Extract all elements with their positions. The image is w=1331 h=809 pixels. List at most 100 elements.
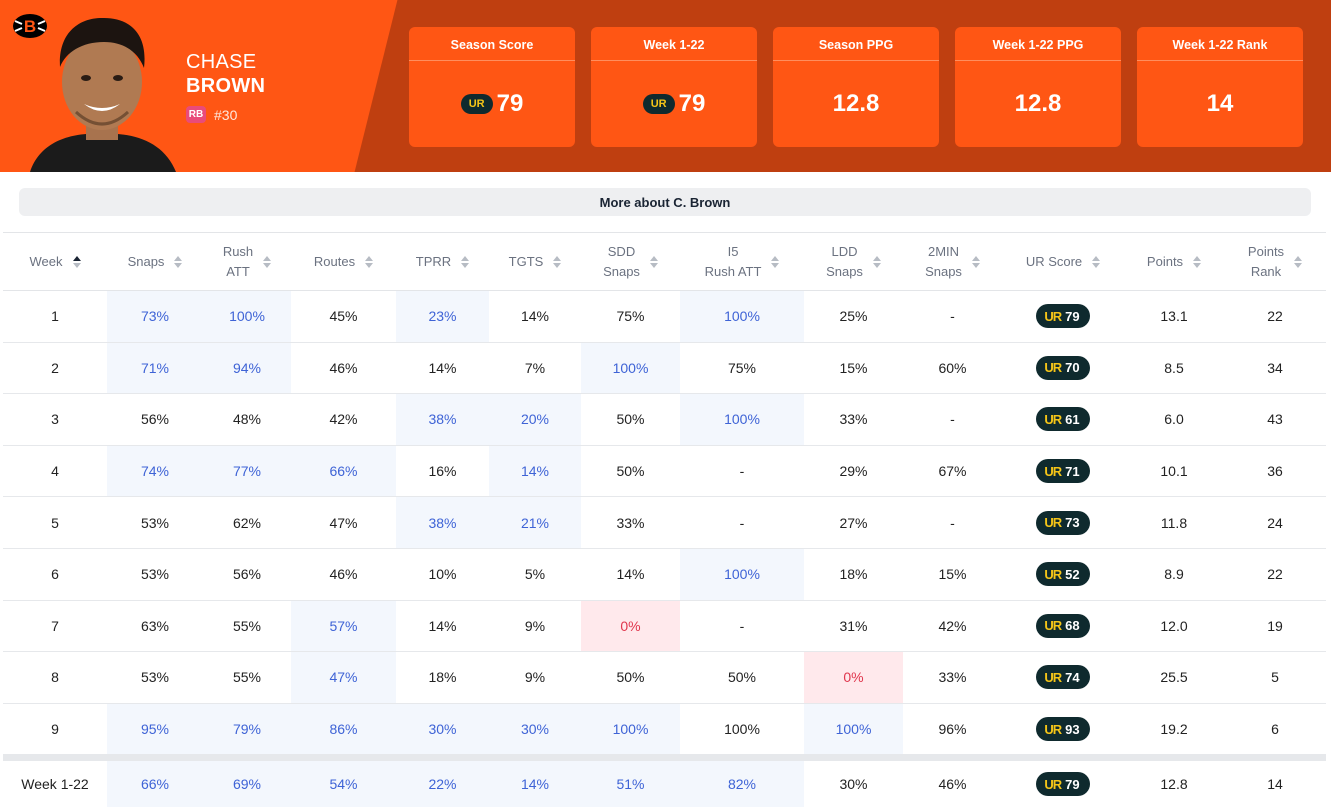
- points-cell: 11.8: [1160, 514, 1188, 531]
- column-header-line: Rush: [222, 243, 254, 259]
- ur-score-value: 70: [1065, 360, 1080, 376]
- summary-card-title: Season Score: [409, 27, 575, 61]
- ur-badge-icon: UR: [642, 94, 675, 114]
- sort-icon[interactable]: [72, 255, 81, 268]
- column-header-ldd-snaps[interactable]: LDD Snaps: [804, 233, 903, 290]
- column-header-label: SDD Snaps: [603, 242, 640, 282]
- stat-cell-sdd-snaps: 50%: [616, 669, 645, 686]
- stat-cell-snaps: 71%: [107, 342, 203, 394]
- column-header-line: Snaps: [826, 263, 863, 279]
- column-header-tprr[interactable]: TPRR: [396, 233, 489, 290]
- column-header-routes[interactable]: Routes: [291, 233, 396, 290]
- stat-cell-tgts: 14%: [489, 445, 581, 497]
- week-cell: 2: [51, 359, 59, 376]
- column-header-ur-score[interactable]: UR Score: [1002, 233, 1124, 290]
- stat-cell-i5-rush-att: 100%: [724, 721, 760, 738]
- stat-cell-ldd-snaps: 27%: [839, 514, 868, 531]
- stat-cell-2min-snaps: 60%: [938, 359, 967, 376]
- position-badge: RB: [186, 106, 206, 123]
- table-row: 5 53% 62% 47% 38% 21% 33% - 27% - UR 73 11.8 24: [3, 497, 1326, 549]
- column-header-line: Snaps: [603, 263, 640, 279]
- stat-cell-rush-att: 48%: [232, 411, 262, 428]
- column-header-snaps[interactable]: Snaps: [107, 233, 203, 290]
- sort-icon[interactable]: [553, 255, 562, 268]
- sort-icon[interactable]: [461, 255, 470, 268]
- summary-card-value: UR 79: [409, 61, 575, 147]
- svg-text:B: B: [24, 17, 36, 36]
- sort-icon[interactable]: [1193, 255, 1202, 268]
- column-header-rush-att[interactable]: Rush ATT: [203, 233, 291, 290]
- column-header-label: Points Rank: [1248, 242, 1284, 282]
- stat-cell-sdd-snaps: 51%: [581, 761, 680, 808]
- stat-cell-2min-snaps: 42%: [938, 617, 967, 634]
- ur-score-badge: UR 70: [1036, 355, 1090, 380]
- points-rank-cell: 6: [1271, 721, 1279, 738]
- sort-icon[interactable]: [771, 255, 780, 268]
- sort-icon[interactable]: [365, 255, 374, 268]
- summary-card: Week 1-22 Rank 14: [1137, 27, 1303, 147]
- column-header-points-rank[interactable]: Points Rank: [1224, 233, 1326, 290]
- sort-icon[interactable]: [872, 255, 881, 268]
- stat-cell-tprr: 14%: [428, 359, 457, 376]
- ur-badge-icon: UR: [1044, 721, 1062, 737]
- column-header-line: ATT: [226, 263, 250, 279]
- sort-down-icon: [365, 262, 374, 268]
- column-header-i5-rush-att[interactable]: I5 Rush ATT: [680, 233, 804, 290]
- stat-cell-snaps: 95%: [107, 703, 203, 755]
- column-header-label: Points: [1147, 252, 1183, 272]
- ur-score-value: 52: [1065, 566, 1080, 582]
- stat-cell-rush-att: 55%: [232, 617, 262, 634]
- summary-card-title: Week 1-22 PPG: [955, 27, 1121, 61]
- points-rank-cell: 19: [1267, 617, 1283, 634]
- column-header-line: Points: [1146, 253, 1184, 269]
- sort-icon[interactable]: [1092, 255, 1101, 268]
- column-header-label: Week: [30, 252, 63, 272]
- player-meta: RB #30: [186, 106, 237, 123]
- column-header-line: I5: [727, 243, 739, 259]
- ur-score-cell: UR 52: [1002, 549, 1124, 600]
- stat-cell-ldd-snaps: 30%: [839, 776, 868, 793]
- table-total-row: Week 1-22 66% 69% 54% 22% 14% 51% 82% 30% 46% UR 79…: [3, 755, 1326, 808]
- stat-cell-tprr: 23%: [396, 291, 489, 342]
- stat-cell-2min-snaps: -: [950, 308, 955, 325]
- summary-card-number: 12.8: [832, 90, 880, 117]
- column-header-2min-snaps[interactable]: 2MIN Snaps: [903, 233, 1002, 290]
- ur-badge-icon: UR: [460, 94, 493, 114]
- sort-icon[interactable]: [649, 255, 658, 268]
- stat-cell-sdd-snaps: 100%: [581, 342, 680, 394]
- column-header-tgts[interactable]: TGTS: [489, 233, 581, 290]
- column-header-sdd-snaps[interactable]: SDD Snaps: [581, 233, 680, 290]
- week-cell: 9: [51, 721, 59, 738]
- points-cell: 25.5: [1160, 669, 1188, 686]
- stat-cell-rush-att: 62%: [232, 514, 262, 531]
- ur-score-badge: UR 74: [1036, 665, 1090, 690]
- column-header-line: TPRR: [415, 253, 452, 269]
- points-cell: 6.0: [1164, 411, 1184, 428]
- column-header-points[interactable]: Points: [1124, 233, 1224, 290]
- sort-icon[interactable]: [971, 255, 980, 268]
- stat-cell-tprr: 16%: [428, 463, 457, 480]
- points-rank-cell: 43: [1267, 411, 1283, 428]
- stat-cell-rush-att: 100%: [203, 291, 291, 342]
- stat-cell-tprr: 10%: [428, 566, 457, 583]
- sort-icon[interactable]: [1294, 255, 1303, 268]
- sort-icon[interactable]: [174, 255, 183, 268]
- sort-down-icon: [72, 262, 81, 268]
- ur-score-value: 73: [1065, 515, 1080, 531]
- points-cell: 8.5: [1164, 359, 1184, 376]
- ur-badge-icon: UR: [1044, 411, 1062, 427]
- stat-cell-rush-att: 55%: [232, 669, 262, 686]
- stat-cell-routes: 57%: [291, 600, 396, 652]
- summary-card: Week 1-22 PPG 12.8: [955, 27, 1121, 147]
- more-about-button[interactable]: More about C. Brown: [19, 188, 1311, 216]
- column-header-line: Snaps: [127, 253, 165, 269]
- summary-card: Season Score UR 79: [409, 27, 575, 147]
- sort-icon[interactable]: [263, 255, 272, 268]
- points-cell: 19.2: [1160, 721, 1188, 738]
- sort-up-icon: [553, 255, 562, 261]
- week-cell: Week 1-22: [21, 776, 89, 793]
- column-header-week[interactable]: Week: [3, 233, 107, 290]
- ur-score-cell: UR 68: [1002, 601, 1124, 652]
- stat-cell-snaps: 53%: [140, 566, 170, 583]
- ur-score-badge: UR 61: [1036, 407, 1090, 432]
